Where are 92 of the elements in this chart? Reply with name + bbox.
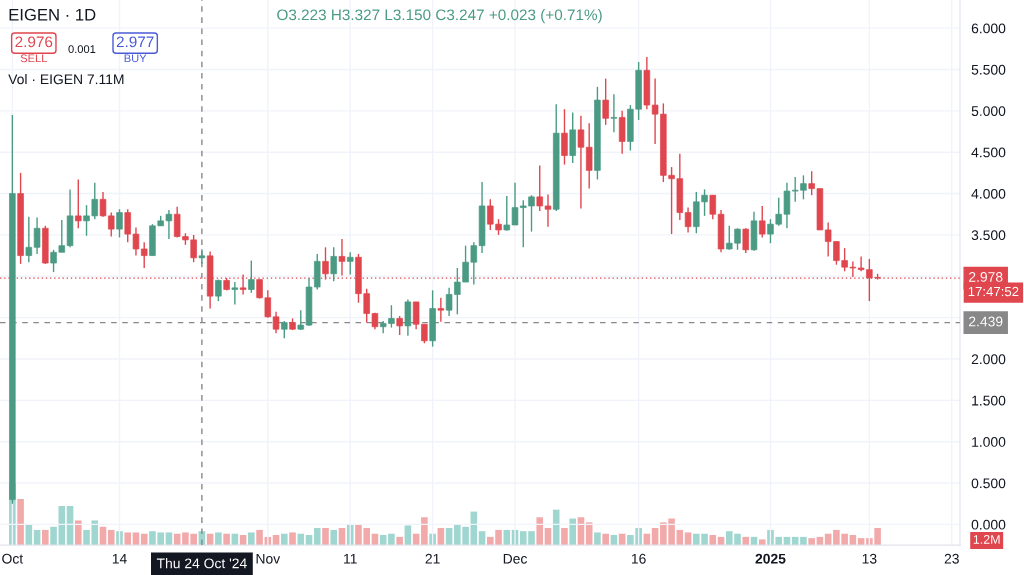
candlestick (322, 246, 329, 281)
chart-title: EIGEN · 1D (9, 8, 96, 21)
ref-line-label: 2.439 (969, 316, 1003, 327)
bar (602, 533, 609, 546)
bar (808, 538, 815, 546)
candlestick (33, 216, 41, 255)
bar (107, 529, 115, 546)
x-tick-label: 11 (344, 553, 357, 564)
bar (248, 532, 255, 546)
annotation: SELL (20, 54, 48, 63)
bar (569, 518, 576, 546)
bar (396, 536, 403, 546)
annotation: 2.977 (116, 36, 154, 48)
candlestick (618, 110, 626, 155)
annotation: Vol · EIGEN 7.11M (8, 74, 124, 85)
candlestick (239, 273, 247, 296)
bar (17, 498, 24, 546)
annotation: O3.223 H3.327 L3.150 C3.247 +0.023 (+0.71%) (277, 8, 602, 24)
bar (256, 529, 263, 546)
y-tick-label: 0.000 (971, 519, 1006, 530)
candlestick (610, 93, 618, 134)
candlestick (140, 241, 148, 269)
bar (330, 529, 338, 546)
annotation: 2.976 (15, 36, 53, 48)
bar (140, 533, 148, 546)
text: 1.2M (973, 535, 1000, 544)
bar (800, 536, 807, 546)
bar (709, 534, 717, 546)
y-tick-label: 4.000 (971, 188, 1006, 199)
candlestick (338, 238, 346, 277)
candlestick (330, 246, 337, 282)
y-tick-label: 5.500 (971, 64, 1006, 75)
x-tick-label: Nov (256, 553, 281, 564)
ref-line-label: 2.978 (969, 271, 1003, 282)
candlestick (231, 281, 239, 306)
candlestick (116, 208, 123, 239)
bar (503, 529, 511, 546)
candlestick (742, 227, 749, 254)
candlestick (396, 315, 403, 336)
candlestick (25, 216, 33, 263)
candlestick (272, 311, 280, 335)
candlestick (198, 248, 206, 265)
x-tick-label: 14 (112, 553, 127, 564)
y-tick-label: 0.500 (971, 478, 1006, 489)
bar (421, 517, 428, 546)
annotation: BUY (124, 54, 147, 63)
y-tick-label: 2.000 (971, 354, 1006, 365)
bar (289, 532, 296, 546)
candlestick (759, 205, 766, 239)
candlestick (602, 77, 609, 126)
candlestick (437, 297, 445, 323)
x-tick-label: Oct (2, 553, 24, 564)
bar (742, 536, 750, 546)
y-tick-label: 1.500 (972, 395, 1006, 406)
bar (322, 528, 329, 546)
bar (124, 532, 132, 546)
x-tick-label: 13 (862, 553, 877, 564)
bar (388, 533, 395, 546)
bar (297, 533, 305, 546)
y-tick-label: 3.500 (971, 230, 1006, 241)
candlestick (684, 206, 692, 234)
bar (313, 528, 321, 546)
bar (561, 528, 568, 546)
bar (223, 533, 230, 546)
bar (281, 533, 288, 546)
bar (594, 532, 601, 546)
candlestick (585, 122, 593, 190)
candlestick (561, 108, 568, 166)
candlestick (404, 298, 412, 337)
candlestick (75, 178, 82, 229)
text: 17:47:52 (968, 286, 1019, 297)
ref-line-label: Thu 24 Oct '24 (156, 558, 247, 569)
candlestick (346, 251, 354, 276)
y-tick-label: 6.000 (971, 23, 1006, 34)
bar (74, 520, 82, 546)
candlestick (248, 259, 255, 294)
bar (215, 532, 222, 546)
bar (42, 529, 49, 546)
x-tick-label: 21 (425, 553, 440, 564)
x-tick-label: 2025 (755, 553, 786, 564)
y-tick-label: 5.000 (971, 106, 1006, 117)
x-tick-label: 16 (631, 553, 646, 564)
x-tick-label: Dec (503, 553, 527, 564)
bar (50, 526, 57, 546)
annotation: 0.001 (68, 45, 96, 54)
y-tick-label: 4.500 (971, 147, 1006, 158)
bar (536, 517, 544, 546)
bar (552, 509, 560, 546)
x-tick-label: 23 (944, 553, 959, 564)
y-tick-label: 1.000 (972, 437, 1006, 447)
bar (758, 539, 766, 546)
candlestick (577, 115, 585, 210)
